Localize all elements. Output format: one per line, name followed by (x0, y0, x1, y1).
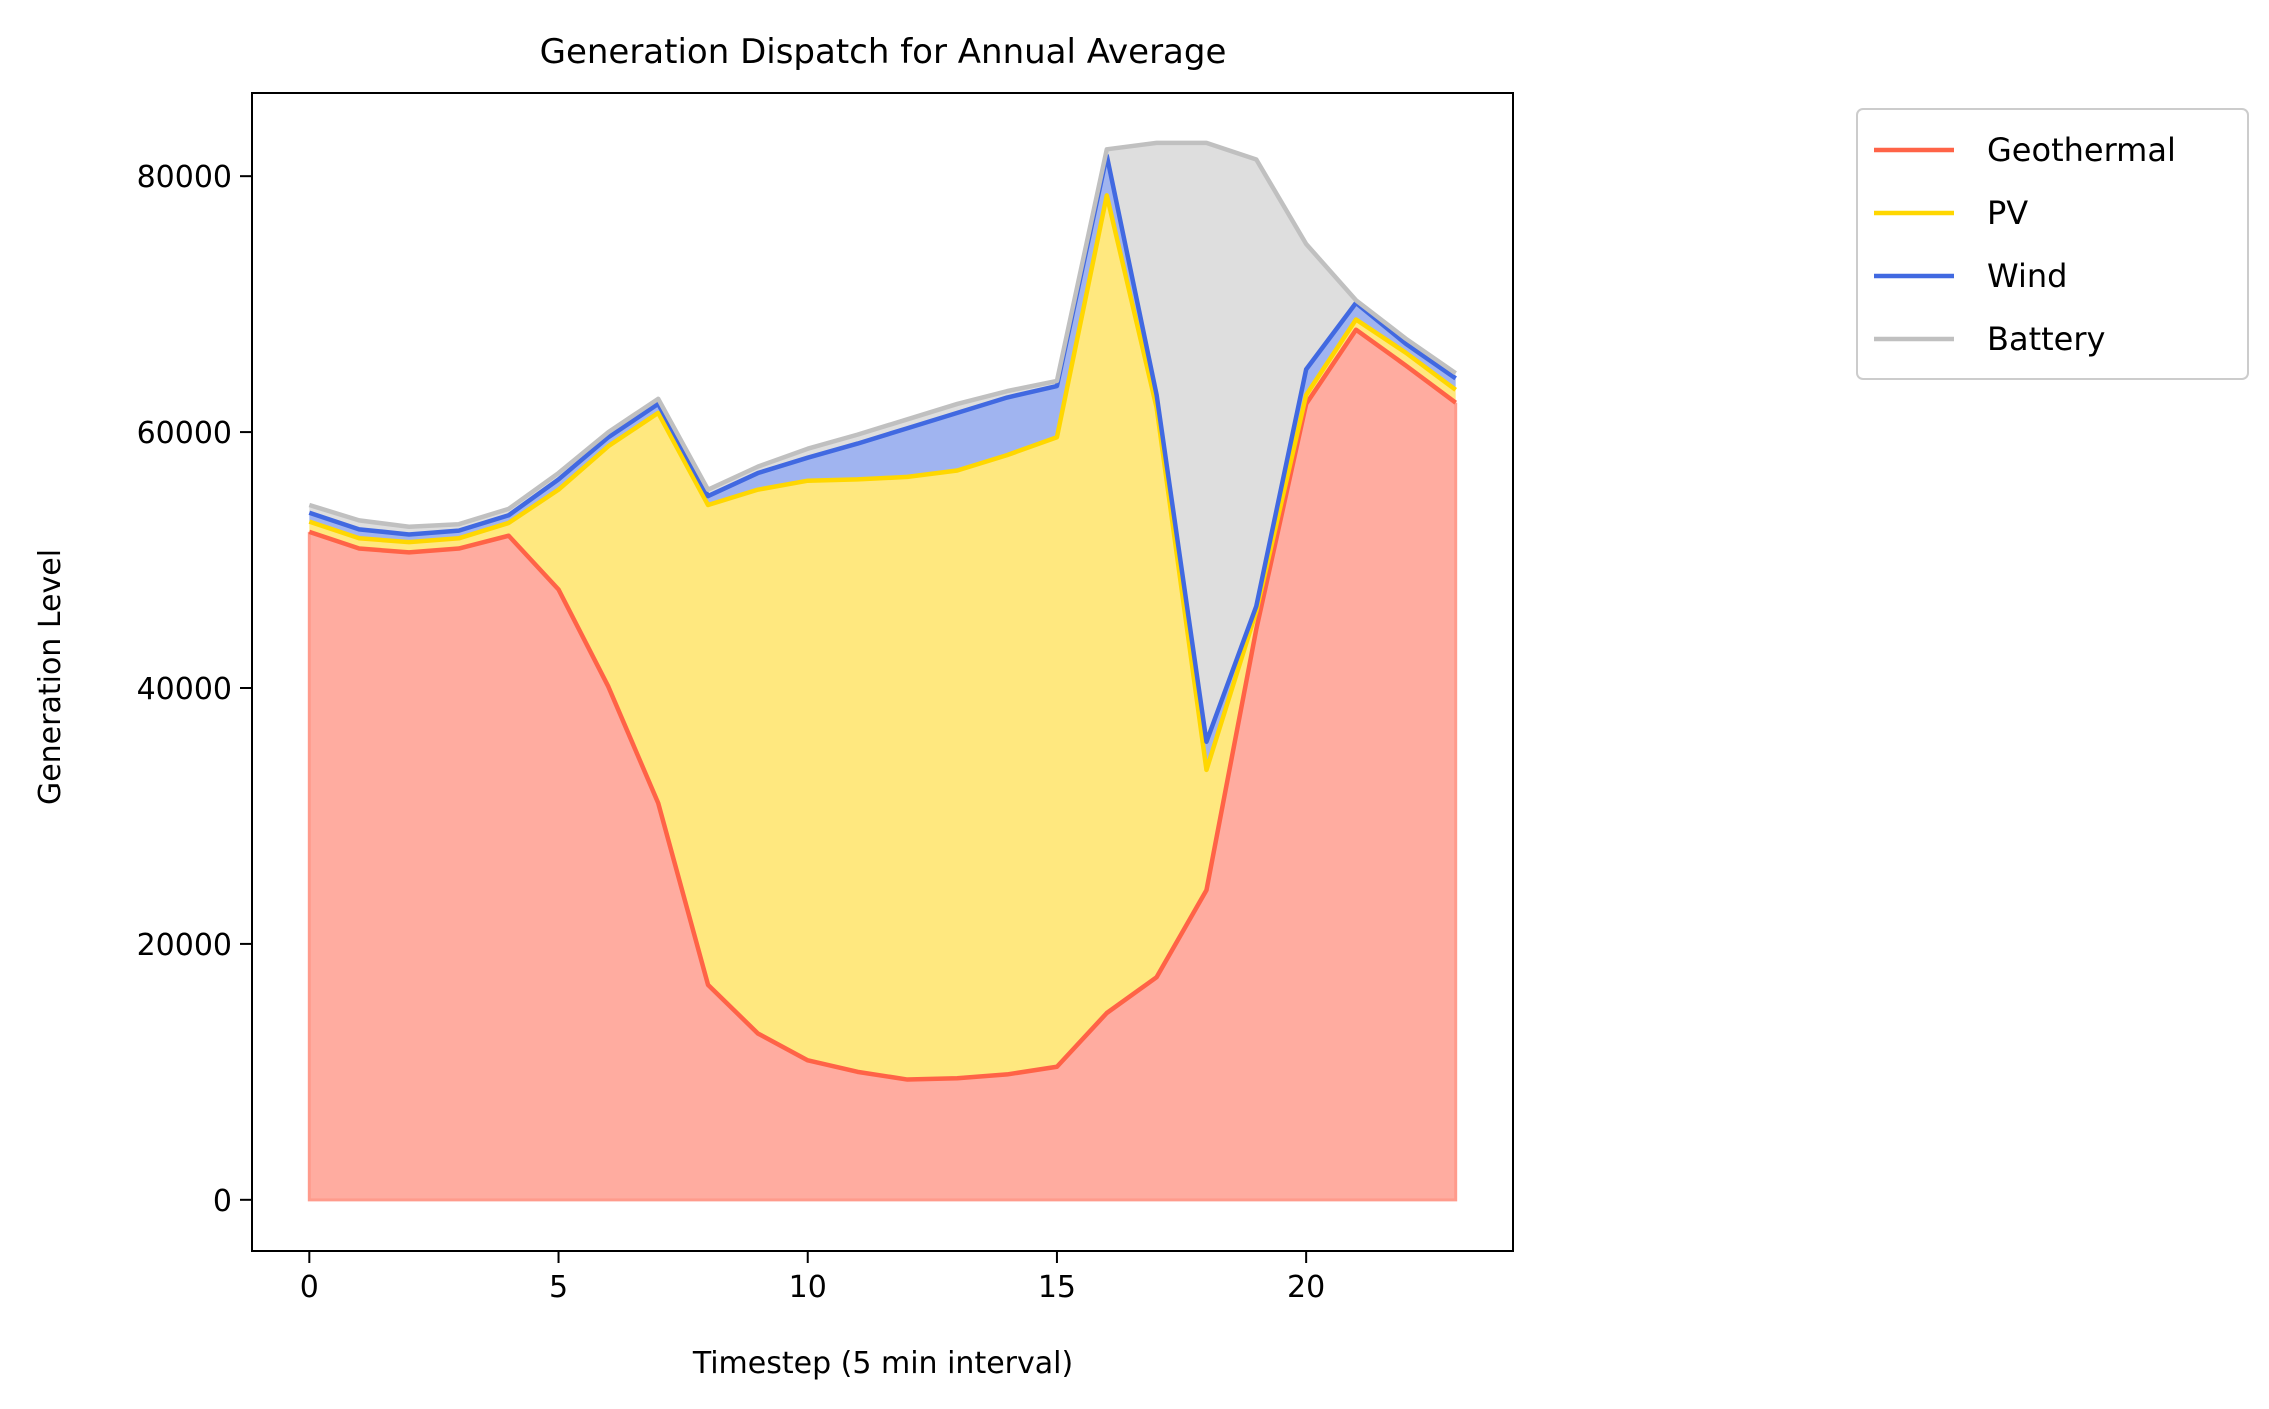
x-tick-label: 0 (300, 1270, 319, 1305)
legend-items: Geothermal PV Wind Battery (1874, 131, 2176, 358)
legend-label-pv: PV (1987, 194, 2028, 232)
y-tick-label: 80000 (137, 160, 232, 195)
area-fill-battery (309, 142, 1456, 742)
legend-label-battery: Battery (1987, 320, 2105, 358)
legend-box (1856, 108, 2249, 380)
legend: Geothermal PV Wind Battery (1856, 108, 2249, 380)
area-fill-wind (309, 155, 1456, 770)
x-axis-label: Timestep (5 min interval) (692, 1346, 1073, 1381)
x-tick-label: 5 (549, 1270, 568, 1305)
series-lines (308, 140, 1458, 1082)
y-tick-label: 60000 (137, 416, 232, 451)
x-tick-label: 15 (1038, 1270, 1076, 1305)
chart-title: Generation Dispatch for Annual Average (540, 32, 1227, 72)
area-baseline-edge (307, 402, 1458, 1202)
legend-label-wind: Wind (1987, 257, 2067, 295)
series-line-wind (308, 153, 1457, 744)
y-tick-label: 20000 (137, 928, 232, 963)
y-tick-label: 40000 (137, 672, 232, 707)
y-axis-label: Generation Level (33, 549, 68, 805)
series-line-geothermal (308, 327, 1458, 1082)
y-axis-ticks: 0 20000 40000 60000 80000 (137, 160, 252, 1219)
x-axis-ticks: 0 5 10 15 20 (300, 1251, 1325, 1305)
area-fills (307, 142, 1458, 1202)
area-fill-pv (309, 195, 1456, 1080)
x-tick-label: 10 (789, 1270, 827, 1305)
legend-label-geothermal: Geothermal (1987, 131, 2176, 169)
y-tick-label: 0 (213, 1184, 232, 1219)
area-fill-geothermal (309, 329, 1456, 1200)
series-line-battery (308, 140, 1457, 530)
plot-frame (251, 92, 1514, 1252)
x-tick-label: 20 (1287, 1270, 1325, 1305)
